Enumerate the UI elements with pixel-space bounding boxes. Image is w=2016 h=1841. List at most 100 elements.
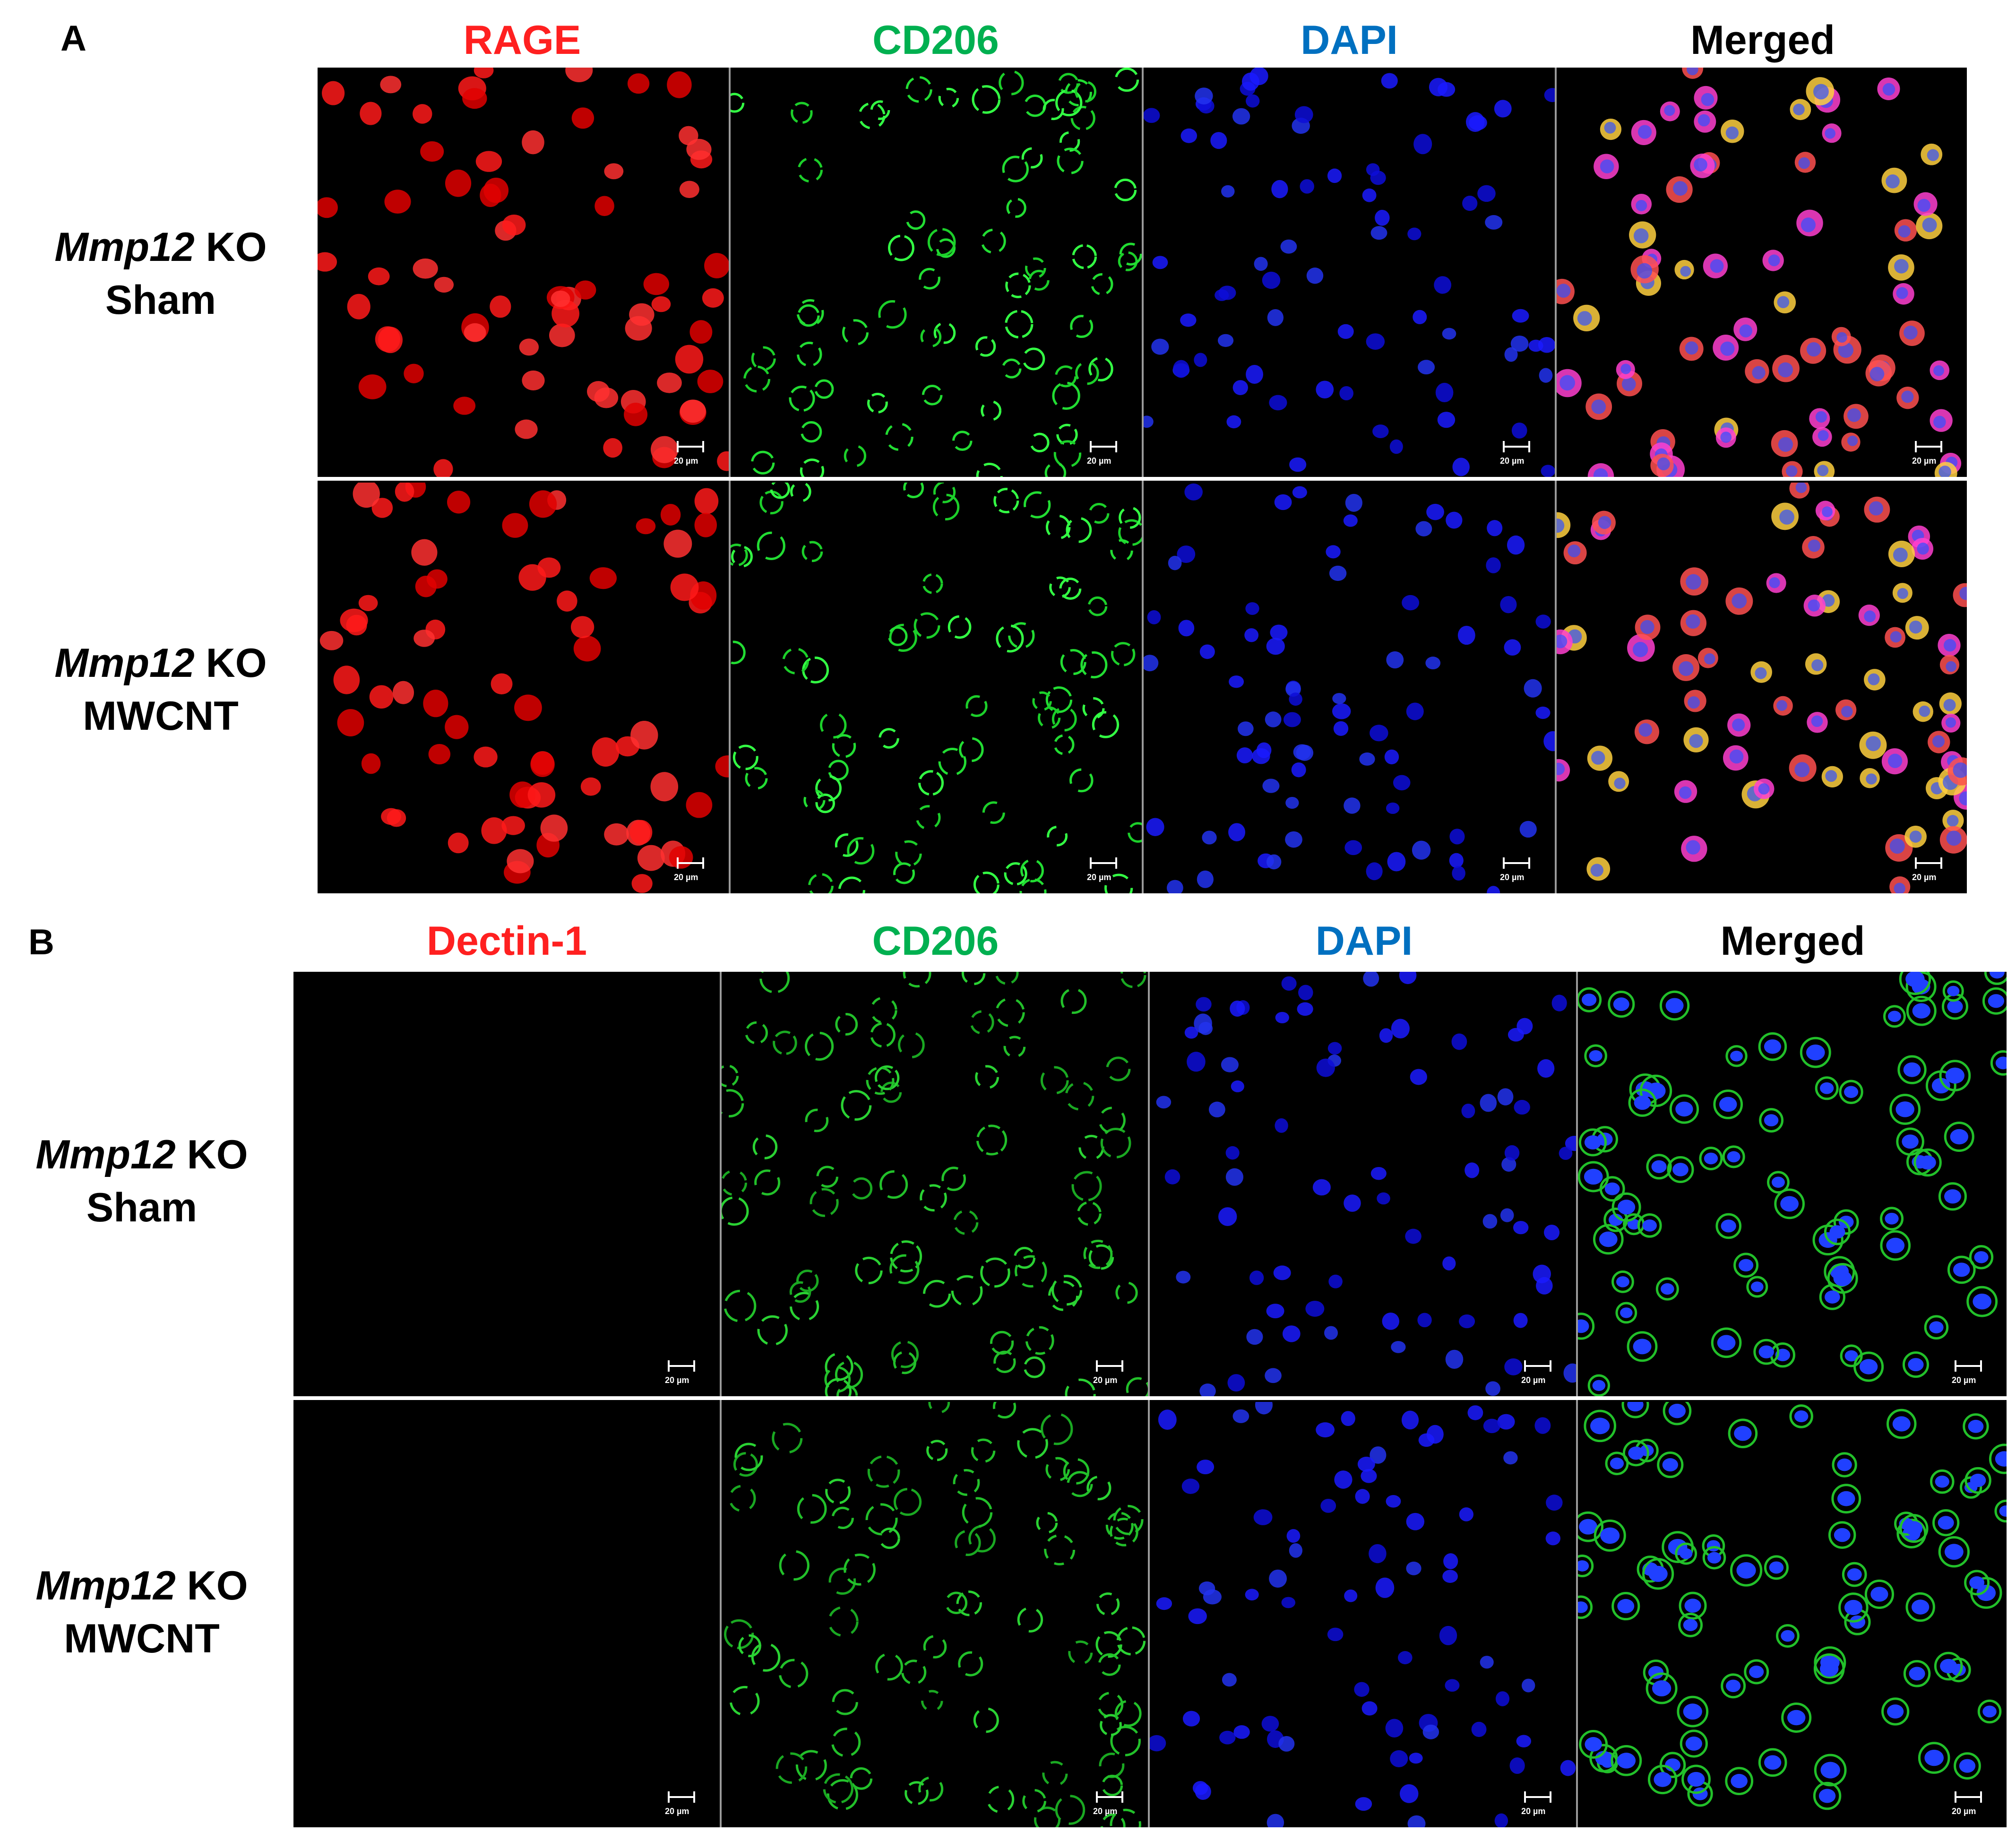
cell — [759, 490, 784, 515]
cell — [1006, 198, 1026, 218]
cell-nucleus — [1885, 1212, 1899, 1225]
cell — [1088, 1244, 1114, 1270]
scale-label: 20 µm — [1087, 873, 1111, 882]
cell — [490, 295, 511, 318]
scale-label: 20 µm — [665, 1806, 689, 1816]
cell — [1104, 873, 1133, 893]
cell-nucleus — [1901, 390, 1914, 403]
cell — [1054, 365, 1077, 388]
cell-nucleus — [1633, 228, 1649, 243]
cell — [1903, 1660, 1931, 1687]
cell — [1359, 752, 1375, 766]
cell — [835, 833, 859, 857]
cell — [670, 573, 699, 601]
cell — [1578, 1161, 1609, 1193]
cell — [1253, 1509, 1273, 1525]
cell — [1377, 1192, 1390, 1205]
cell — [1030, 432, 1050, 453]
cell-field — [1156, 972, 1576, 1396]
cell — [993, 1350, 1016, 1373]
cell-nucleus — [1617, 1753, 1636, 1769]
cell — [980, 1257, 1010, 1288]
cell-nucleus — [1579, 1519, 1598, 1535]
cell — [1045, 686, 1073, 713]
cell-nucleus — [1844, 1350, 1858, 1362]
cell — [1381, 73, 1398, 89]
cell — [1087, 596, 1108, 616]
cell-nucleus — [1668, 1403, 1686, 1418]
cell — [1744, 1659, 1769, 1685]
cell — [1781, 1702, 1812, 1733]
cell — [1480, 1656, 1494, 1669]
cell — [1366, 333, 1385, 350]
cell — [832, 734, 856, 758]
cell — [890, 1240, 922, 1273]
cell — [743, 365, 771, 393]
cell — [1266, 1304, 1284, 1319]
cell-nucleus — [1777, 296, 1790, 308]
cell — [1177, 545, 1196, 563]
cell — [551, 290, 570, 307]
cell — [380, 76, 402, 94]
cell — [1099, 1752, 1125, 1778]
cell — [955, 1530, 981, 1556]
cell — [502, 214, 526, 236]
cell — [1202, 830, 1217, 845]
cell — [1106, 1056, 1131, 1081]
cell — [1245, 1589, 1259, 1601]
cell — [518, 564, 546, 591]
cell-nucleus — [1578, 1601, 1588, 1613]
cell — [1110, 1808, 1141, 1827]
cell — [565, 68, 593, 82]
cell-nucleus — [1578, 1319, 1589, 1333]
cell — [805, 1108, 829, 1132]
cell — [1608, 991, 1635, 1018]
cell-nucleus — [1768, 254, 1780, 267]
cell — [1003, 1036, 1026, 1058]
cell — [858, 102, 886, 130]
cell-nucleus — [1905, 1521, 1923, 1536]
cell — [1906, 995, 1937, 1026]
cell — [1621, 1402, 1649, 1418]
cell — [1399, 972, 1417, 985]
cell — [1406, 702, 1424, 720]
cell — [1024, 491, 1051, 519]
cell-nucleus — [1837, 1458, 1852, 1471]
cell — [1584, 1409, 1617, 1443]
cell — [333, 666, 360, 694]
cell-field — [319, 483, 729, 893]
cell — [594, 196, 614, 216]
cell-nucleus — [1684, 1599, 1701, 1613]
cell — [1181, 1478, 1200, 1494]
cell — [1332, 703, 1351, 719]
cell — [928, 1402, 950, 1414]
cell — [850, 1177, 873, 1200]
cell — [1156, 1597, 1172, 1610]
cell — [1939, 1060, 1971, 1091]
cell-nucleus — [1616, 1276, 1629, 1288]
cell — [1344, 1194, 1361, 1212]
cell — [948, 615, 972, 639]
cell — [1370, 226, 1387, 240]
cell — [1370, 171, 1386, 185]
cell — [636, 518, 656, 535]
cell-nucleus — [1864, 610, 1876, 622]
cell-nucleus — [1820, 1082, 1834, 1094]
cell — [1182, 1711, 1200, 1727]
micrograph-a-mwcnt-merged: 20 µm — [1557, 483, 1967, 893]
cell — [1789, 1404, 1813, 1428]
cell — [1715, 1213, 1742, 1239]
cell — [603, 438, 622, 458]
cell — [1487, 520, 1503, 536]
cell — [1354, 1682, 1370, 1697]
cell-nucleus — [1868, 673, 1880, 685]
cell — [1042, 1761, 1068, 1787]
cell — [604, 823, 629, 846]
cell — [1168, 555, 1182, 570]
cell — [1918, 1742, 1950, 1774]
cell-nucleus — [1887, 1011, 1901, 1022]
treatment: MWCNT — [83, 693, 239, 739]
cell-nucleus — [1795, 483, 1807, 493]
cell — [540, 814, 568, 842]
cell-nucleus — [1820, 1762, 1840, 1779]
